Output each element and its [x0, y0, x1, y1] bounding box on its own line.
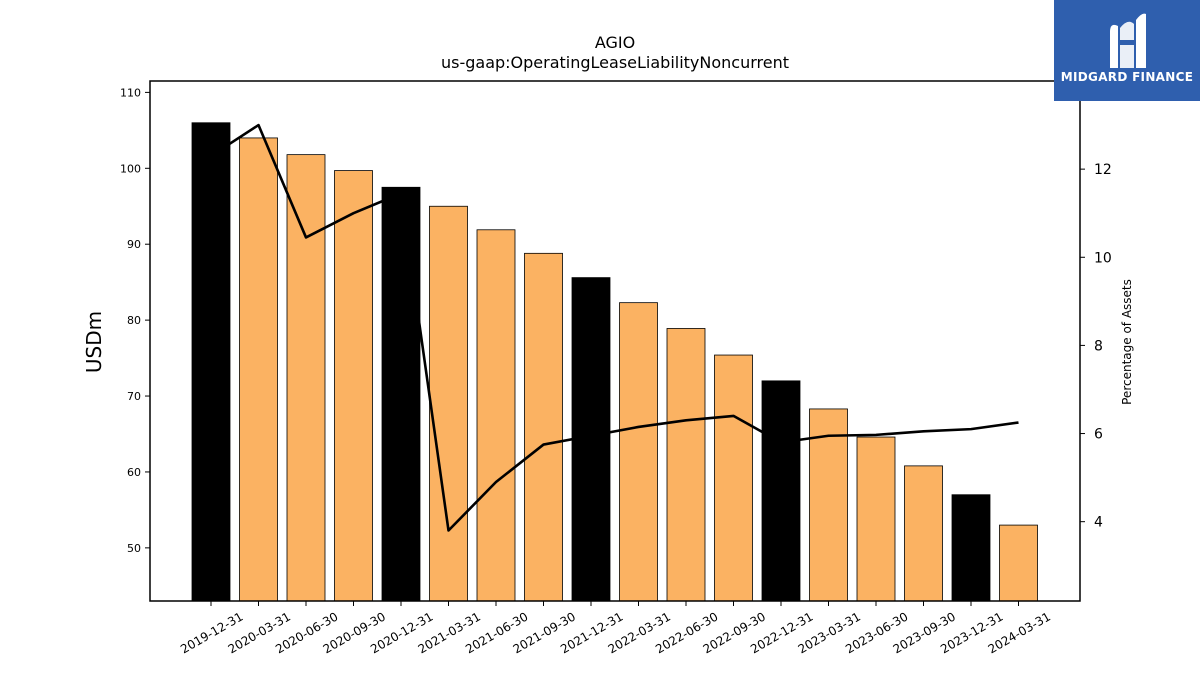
- y-tick-label: 80: [127, 314, 141, 327]
- plot-frame: [149, 80, 1081, 602]
- y2-axis-label: Percentage of Assets: [1120, 279, 1134, 405]
- y2-tick-label: 12: [1094, 162, 1112, 178]
- bar: [809, 408, 848, 602]
- y-tick-label: 110: [120, 86, 141, 99]
- y-tick-label: 100: [120, 162, 141, 175]
- logo-text: MIDGARD FINANCE: [1060, 70, 1194, 84]
- y2-tick-label: 6: [1094, 427, 1103, 443]
- bars-group: [191, 122, 1038, 602]
- y2-tick-label: 10: [1094, 250, 1112, 266]
- logo-mark-icon: [1110, 13, 1146, 69]
- y-axis-label: USDm: [82, 311, 106, 373]
- bar: [429, 205, 468, 602]
- bar: [761, 380, 801, 602]
- bar: [476, 229, 516, 602]
- bar: [524, 252, 563, 602]
- bar: [714, 354, 753, 602]
- bar: [951, 494, 991, 602]
- bar: [239, 137, 278, 602]
- bar: [381, 186, 421, 602]
- bar: [619, 302, 658, 602]
- y-tick-label: 60: [127, 466, 141, 479]
- chart-title: AGIO: [595, 33, 635, 52]
- y-tick-label: 70: [127, 390, 141, 403]
- chart-subtitle: us-gaap:OperatingLeaseLiabilityNoncurren…: [441, 53, 789, 72]
- bar: [666, 328, 706, 602]
- midgard-finance-logo: MIDGARD FINANCE: [1054, 0, 1200, 101]
- y2-tick-label: 4: [1094, 515, 1103, 531]
- bar: [191, 122, 231, 602]
- percentage-line-group: [210, 123, 1019, 532]
- bar: [999, 524, 1038, 602]
- y-tick-label: 90: [127, 238, 141, 251]
- bar: [856, 436, 896, 602]
- bar: [904, 465, 943, 602]
- y2-tick-label: 8: [1094, 338, 1103, 354]
- percentage-line: [210, 123, 1019, 532]
- bar: [334, 170, 373, 602]
- bar: [286, 154, 326, 602]
- y-tick-label: 50: [127, 542, 141, 555]
